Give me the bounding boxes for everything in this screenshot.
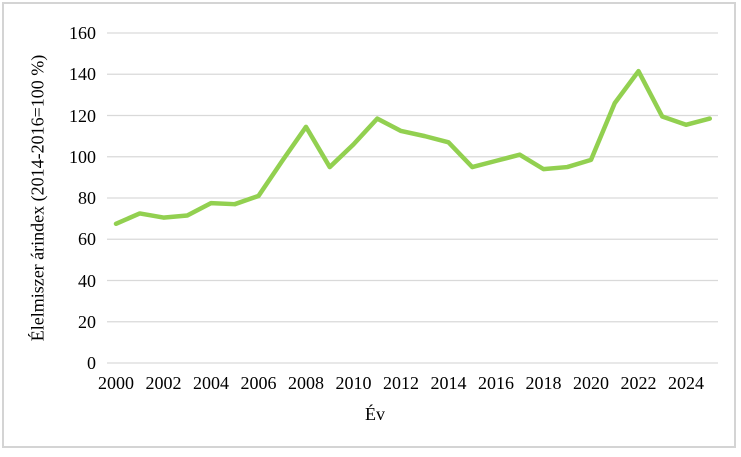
x-tick-label: 2010: [335, 373, 372, 393]
y-tick-label: 20: [78, 311, 96, 332]
y-tick-label: 0: [87, 353, 96, 373]
y-tick-label: 120: [69, 105, 96, 126]
x-tick-label: 2000: [98, 373, 134, 393]
y-axis-title: Élelmiszer árindex (2014-2016=100 %): [27, 54, 48, 342]
x-tick-label: 2008: [288, 373, 324, 393]
x-tick-label: 2022: [620, 373, 657, 393]
y-tick-label: 140: [69, 64, 96, 85]
x-tick-label: 2004: [193, 373, 229, 393]
x-axis-title: Év: [365, 404, 385, 424]
x-tick-label: 2002: [145, 373, 182, 393]
y-tick-label: 80: [78, 188, 96, 208]
x-tick-label: 2006: [240, 373, 277, 393]
y-tick-label: 60: [78, 229, 96, 250]
x-tick-label: 2020: [573, 373, 609, 393]
x-tick-label: 2014: [430, 373, 467, 393]
x-tick-label: 2018: [525, 373, 562, 393]
food-price-index-line: [113, 68, 712, 227]
x-tick-label: 2024: [668, 373, 704, 393]
x-tick-label: 2016: [478, 373, 514, 393]
y-tick-label: 100: [69, 146, 96, 167]
y-tick-label: 40: [78, 270, 96, 291]
x-tick-label: 2012: [383, 373, 419, 393]
y-tick-label: 160: [69, 23, 96, 43]
